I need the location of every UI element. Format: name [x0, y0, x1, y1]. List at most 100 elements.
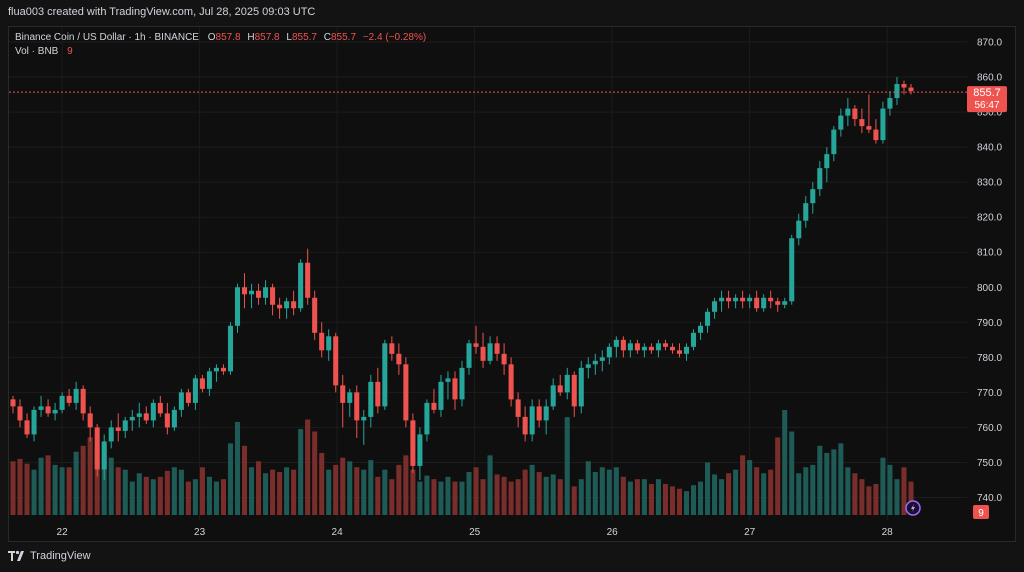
candle-body [578, 367, 584, 407]
volume-bar [606, 469, 612, 515]
y-tick-label: 820.0 [977, 213, 1002, 224]
candle-body [613, 339, 619, 347]
candle-body [445, 378, 451, 382]
grid [9, 27, 967, 521]
volume-bar [712, 474, 718, 515]
legend-high-label: H [247, 32, 254, 43]
candle-body [894, 84, 900, 99]
candle-body [859, 119, 865, 127]
volume-bar [901, 467, 907, 515]
y-tick-label: 840.0 [977, 143, 1002, 154]
candle-body [396, 353, 402, 365]
volume-bar [719, 479, 725, 515]
volume-bar [284, 467, 290, 515]
volume-bar [775, 437, 781, 515]
candle-body [908, 87, 914, 92]
candle-body [94, 427, 100, 470]
candle-body [803, 203, 809, 221]
volume-bar [375, 476, 381, 515]
volume-bar [859, 479, 865, 515]
volume-bar [389, 479, 395, 515]
volume-bar [733, 469, 739, 515]
candle-body [669, 346, 675, 351]
candle-body [431, 402, 437, 410]
candle-body [291, 301, 297, 309]
candle-body [333, 336, 339, 386]
candle-body [627, 343, 633, 351]
candle-body [122, 420, 128, 431]
candle-body [529, 406, 535, 435]
volume-bar [789, 431, 795, 515]
volume-bar [852, 473, 858, 515]
candle-body [263, 287, 269, 298]
volume-bar [726, 473, 732, 515]
chart-panel[interactable]: 870.0 860.0 850.0 840.0 830.0 820.0 810.0 800.0… [8, 26, 1016, 542]
candle-body [683, 346, 690, 354]
volume-bar [747, 460, 753, 515]
volume-bar [494, 474, 500, 515]
legend-change: −2.4 (−0.28%) [363, 32, 426, 43]
volume-bar [438, 481, 444, 515]
legend-close-value: 855.7 [331, 32, 356, 43]
candle-body [199, 378, 205, 389]
volume-bar [683, 491, 690, 515]
volume-bar [382, 469, 388, 515]
volume-bar [277, 472, 283, 515]
volume-bar [38, 457, 44, 515]
x-tick-label: 25 [469, 527, 481, 538]
candle-body [227, 325, 234, 372]
volume-bar [768, 469, 774, 515]
candle-body [241, 287, 248, 295]
volume-bar [669, 486, 675, 515]
candle-body [129, 416, 135, 421]
volume-bar [312, 431, 318, 515]
volume-bar [445, 476, 451, 515]
candlestick-chart[interactable]: 870.0 860.0 850.0 840.0 830.0 820.0 810.0 800.0… [9, 27, 1015, 541]
volume-bar [143, 476, 149, 515]
volume-bars [10, 410, 914, 515]
volume-bar [740, 455, 746, 515]
y-tick-label: 740.0 [977, 493, 1002, 504]
candle-body [747, 297, 753, 302]
volume-bar [796, 473, 802, 515]
candle-body [466, 343, 472, 368]
volume-bar [24, 463, 30, 515]
volume-bar [199, 467, 205, 515]
candle-body [782, 301, 788, 305]
candle-body [87, 413, 93, 428]
candle-body [543, 406, 549, 421]
candle-body [101, 441, 107, 470]
candle-body [178, 392, 184, 410]
volume-bar [340, 457, 346, 515]
candle-body [340, 385, 346, 403]
volume-bar [705, 462, 711, 515]
volume-tag-value: 9 [978, 508, 984, 519]
volume-bar [592, 472, 598, 515]
volume-bar [473, 467, 479, 515]
volume-bar [417, 481, 423, 515]
candle-body [726, 297, 732, 302]
volume-bar [87, 437, 93, 515]
candle-body [662, 343, 668, 347]
candle-body [59, 395, 65, 410]
candles [10, 77, 914, 480]
candle-body [817, 168, 823, 190]
volume-bar [171, 467, 177, 515]
volume-bar [319, 452, 325, 515]
lightning-icon[interactable] [905, 500, 921, 516]
volume-bar [66, 467, 72, 515]
svg-text:Binance Coin / US Dollar · 1h: Binance Coin / US Dollar · 1h · BINANCE … [15, 32, 426, 43]
legend-volume-label: Vol · BNB [15, 46, 59, 57]
candle-body [599, 357, 605, 361]
price-axis[interactable] [967, 27, 1015, 541]
volume-bar [101, 445, 107, 515]
volume-bar [333, 464, 339, 515]
volume-bar [80, 445, 86, 515]
candle-body [508, 364, 514, 400]
x-tick-label: 24 [332, 527, 344, 538]
volume-bar [73, 451, 79, 515]
candle-body [347, 392, 353, 403]
candle-body [417, 434, 423, 466]
candle-body [852, 108, 858, 120]
candle-body [452, 378, 458, 400]
